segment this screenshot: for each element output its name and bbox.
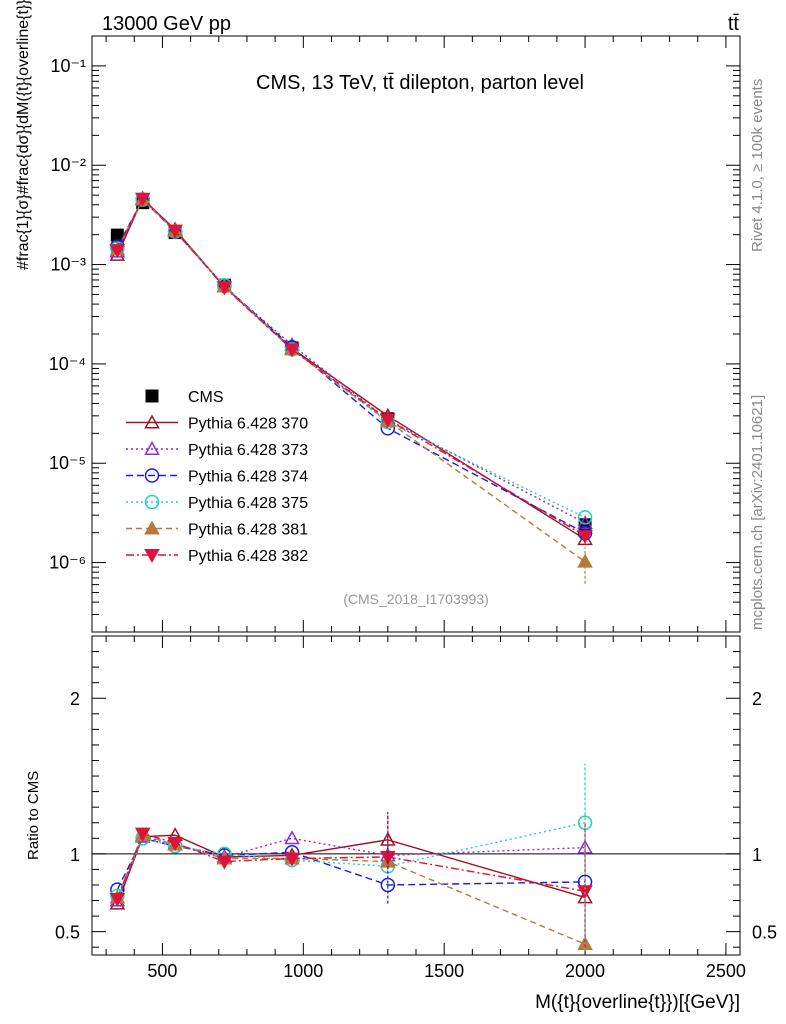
header-energy-label: 13000 GeV pp — [102, 13, 231, 35]
rivet-version-label: Rivet 4.1.0, ≥ 100k events — [749, 79, 766, 252]
ratio-data-point — [167, 837, 183, 852]
legend-marker — [144, 494, 160, 510]
ratio-series-3 — [110, 815, 593, 904]
legend-item: Pythia 6.428 373 — [126, 440, 308, 459]
ratio-y-tick-label-right: 2 — [752, 689, 762, 709]
ratio-panel-frame — [91, 635, 741, 956]
main-y-tick-label: 10⁻⁴ — [49, 354, 86, 374]
ratio-series-line — [116, 822, 586, 897]
main-y-tick-label: 10⁻⁵ — [49, 453, 86, 473]
ratio-series-2 — [110, 831, 593, 897]
ratio-data-point — [134, 827, 151, 842]
legend-item: Pythia 6.428 381 — [126, 520, 308, 539]
legend-marker — [144, 549, 160, 564]
main-axis-ticks: 10⁻⁶ 10⁻⁵ 10⁻⁴ 10⁻³ 10⁻² 10⁻¹ — [49, 35, 740, 633]
analysis-watermark: (CMS_2018_I1703993) — [343, 591, 489, 607]
main-y-axis-label: #frac{1}{σ}#frac{dσ}{dM({t}{overline{t}}… — [15, 0, 32, 270]
ratio-y-tick-label: 2 — [70, 689, 80, 709]
main-y-tick-label: 10⁻² — [50, 155, 86, 175]
x-tick-label: 2000 — [565, 961, 605, 981]
main-series-1 — [109, 190, 593, 546]
ratio-y-tick-label: 1 — [70, 845, 80, 865]
legend-item: Pythia 6.428 382 — [126, 548, 308, 565]
ratio-data-point — [380, 831, 396, 846]
main-panel-frame — [91, 35, 741, 633]
legend-item: Pythia 6.428 370 — [126, 414, 308, 433]
legend-marker — [144, 468, 160, 483]
ratio-data-point — [109, 893, 126, 908]
legend-marker — [144, 414, 160, 429]
main-data-point — [284, 343, 300, 358]
ratio-data-point — [284, 830, 300, 845]
main-plot-title: CMS, 13 TeV, tt̄ dilepton, parton level — [256, 72, 584, 94]
x-axis-label: M({t}{overline{t}})[{GeV}] — [535, 992, 740, 1013]
x-tick-label: 500 — [147, 961, 177, 981]
main-series-2 — [109, 190, 593, 529]
x-tick-label: 1500 — [424, 961, 464, 981]
legend-item: Pythia 6.428 374 — [126, 468, 308, 486]
main-series-5 — [109, 191, 593, 568]
ratio-series-1 — [109, 828, 593, 907]
main-data-point — [134, 192, 151, 207]
legend-label: Pythia 6.428 375 — [188, 495, 308, 512]
main-data-point — [577, 530, 593, 545]
main-data-point — [109, 244, 126, 259]
ratio-series-line — [116, 832, 586, 900]
legend-marker — [144, 440, 160, 455]
legend-label: Pythia 6.428 374 — [188, 469, 308, 486]
main-data-point — [577, 510, 593, 525]
main-series-4 — [110, 192, 593, 525]
x-tick-label: 2500 — [706, 961, 746, 981]
main-data-point — [380, 413, 396, 428]
main-series-group — [109, 190, 593, 584]
legend-marker — [145, 389, 159, 403]
main-series-3 — [110, 192, 593, 541]
x-tick-label: 1000 — [283, 961, 323, 981]
main-y-tick-label: 10⁻¹ — [50, 56, 86, 76]
main-data-point — [110, 228, 124, 242]
legend-label: Pythia 6.428 381 — [188, 522, 308, 539]
legend-label: Pythia 6.428 373 — [188, 442, 308, 459]
ratio-y-tick-label-right: 0.5 — [752, 923, 777, 943]
legend-label: Pythia 6.428 382 — [188, 548, 308, 565]
ratio-series-5 — [109, 827, 593, 908]
main-y-tick-label: 10⁻⁶ — [49, 553, 86, 573]
legend-item: Pythia 6.428 375 — [126, 494, 308, 512]
legend-marker — [144, 520, 160, 535]
legend-item: CMS — [145, 389, 224, 406]
mcplots-label: mcplots.cern.ch [arXiv:2401.10621] — [749, 395, 766, 630]
ratio-data-point — [216, 855, 233, 870]
ratio-series-0 — [109, 827, 593, 910]
ratio-series-line — [116, 834, 586, 945]
main-series-0 — [110, 196, 592, 532]
main-data-point — [216, 281, 233, 296]
main-series-6 — [109, 192, 593, 545]
ratio-series-line — [116, 834, 586, 904]
ratio-series-group — [109, 763, 593, 951]
legend-label: CMS — [188, 389, 224, 406]
ratio-y-tick-label: 0.5 — [55, 923, 80, 943]
ratio-y-axis-label: Ratio to CMS — [25, 771, 42, 860]
main-series-line — [116, 197, 586, 540]
legend-label: Pythia 6.428 370 — [188, 416, 308, 433]
ratio-y-tick-label-right: 1 — [752, 845, 762, 865]
legend: CMS Pythia 6.428 370 Pythia 6.428 373 Pythi… — [126, 389, 308, 565]
main-y-tick-label: 10⁻³ — [50, 255, 86, 275]
main-data-point — [167, 224, 183, 239]
header-process-label: tt̄ — [728, 13, 740, 35]
ratio-data-point — [284, 852, 300, 867]
ratio-axis-ticks: 0.5 0.51 12 2500 1000 1500 2000 2500 — [55, 636, 777, 981]
